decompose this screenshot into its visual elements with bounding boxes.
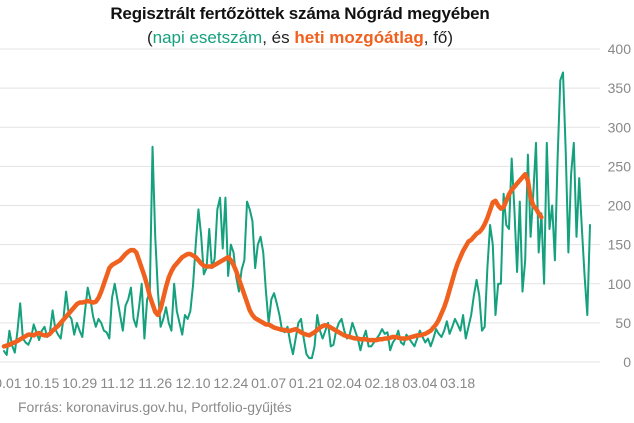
x-tick-label: 12.24 bbox=[213, 375, 248, 391]
daily-cases-line bbox=[3, 71, 591, 360]
weekly-average-line bbox=[1, 171, 544, 349]
y-tick-label: 350 bbox=[608, 80, 632, 96]
y-tick-label: 250 bbox=[608, 158, 632, 174]
x-axis-ticks: 10.0110.1510.2911.1211.2612.1012.2401.07… bbox=[0, 375, 475, 391]
x-tick-label: 02.04 bbox=[327, 375, 362, 391]
series-lines bbox=[1, 71, 591, 360]
y-tick-label: 50 bbox=[615, 315, 631, 331]
subtitle-open: ( bbox=[146, 28, 153, 47]
x-tick-label: 10.01 bbox=[0, 375, 22, 391]
x-tick-label: 11.12 bbox=[100, 375, 134, 391]
x-tick-label: 01.07 bbox=[251, 375, 286, 391]
y-tick-label: 200 bbox=[608, 198, 632, 214]
legend-daily-label: napi esetszám bbox=[152, 28, 263, 47]
legend-weekly-label: heti mozgóátlag bbox=[294, 28, 424, 47]
x-tick-label: 01.21 bbox=[289, 375, 324, 391]
y-tick-label: 150 bbox=[608, 237, 632, 253]
x-tick-label: 11.26 bbox=[138, 375, 172, 391]
y-tick-label: 400 bbox=[608, 41, 632, 57]
y-tick-label: 300 bbox=[608, 119, 632, 135]
x-tick-label: 03.04 bbox=[402, 375, 437, 391]
y-tick-label: 0 bbox=[623, 354, 631, 370]
source-note: Forrás: koronavirus.gov.hu, Portfolio-gy… bbox=[18, 399, 292, 415]
x-tick-label: 03.18 bbox=[440, 375, 475, 391]
x-tick-label: 10.29 bbox=[62, 375, 97, 391]
subtitle-separator: , és bbox=[262, 28, 295, 47]
chart-title: Regisztrált fertőzöttek száma Nógrád meg… bbox=[110, 4, 490, 23]
y-tick-label: 100 bbox=[608, 276, 632, 292]
y-axis-ticks: 0 50 100 150 200 250 300 350 400 bbox=[608, 41, 632, 370]
subtitle-close: , fő) bbox=[423, 28, 454, 47]
x-tick-label: 12.10 bbox=[176, 375, 211, 391]
x-tick-label: 10.15 bbox=[24, 375, 59, 391]
x-tick-label: 02.18 bbox=[365, 375, 400, 391]
chart-subtitle: (napi esetszám, és heti mozgóátlag, fő) bbox=[0, 28, 600, 48]
